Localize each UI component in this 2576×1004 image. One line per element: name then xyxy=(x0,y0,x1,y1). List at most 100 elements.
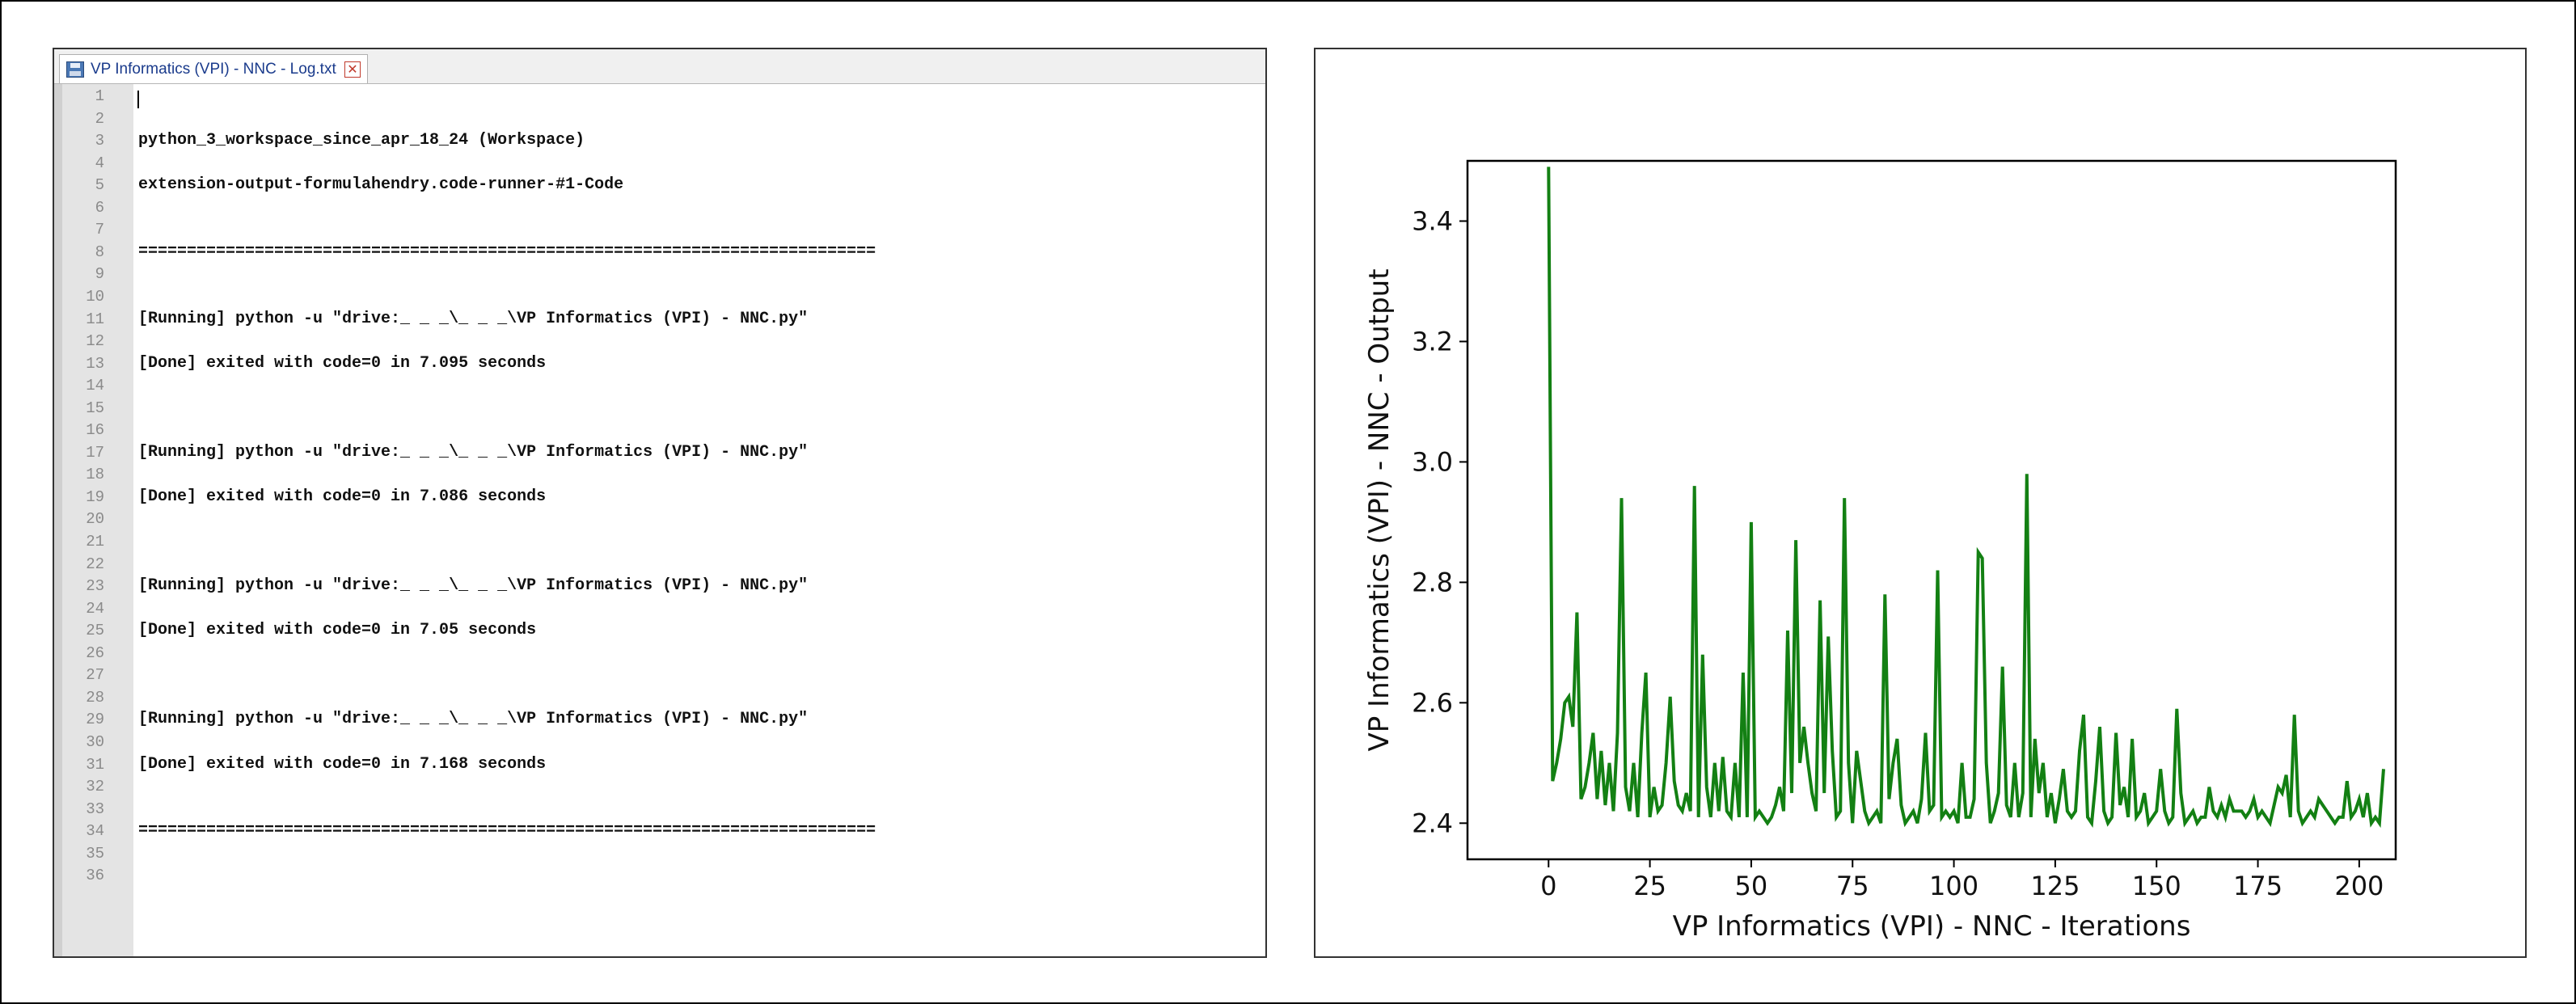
tab-bar: VP Informatics (VPI) - NNC - Log.txt ✕ xyxy=(54,49,1265,84)
line-number: 25 xyxy=(86,622,104,640)
line-text: [Done] exited with code=0 in 7.095 secon… xyxy=(138,353,547,373)
line-number: 5 xyxy=(95,176,104,195)
line-number: 23 xyxy=(86,577,104,596)
editor-line[interactable]: 6 xyxy=(54,196,1265,218)
editor-line[interactable]: 14 xyxy=(54,374,1265,396)
line-number: 17 xyxy=(86,443,104,462)
line-text: [Running] python -u "drive:_ _ _\_ _ _\V… xyxy=(138,710,809,729)
line-text: [Running] python -u "drive:_ _ _\_ _ _\V… xyxy=(138,576,809,596)
tab-title: VP Informatics (VPI) - NNC - Log.txt xyxy=(91,61,336,78)
x-tick-label: 0 xyxy=(1540,871,1556,901)
editor-line[interactable]: 26 xyxy=(54,642,1265,664)
line-number: 18 xyxy=(86,466,104,484)
editor-line[interactable]: 16 xyxy=(54,419,1265,441)
close-tab-icon[interactable]: ✕ xyxy=(344,61,361,78)
editor-line[interactable]: 2 xyxy=(54,108,1265,129)
editor-line[interactable]: 30 xyxy=(54,731,1265,753)
editor-line[interactable]: 3 python_3_workspace_since_apr_18_24 (Wor… xyxy=(54,129,1265,151)
editor-line[interactable]: 33 xyxy=(54,798,1265,820)
line-number: 3 xyxy=(95,132,104,150)
x-tick-label: 75 xyxy=(1836,871,1869,901)
y-tick-label: 3.0 xyxy=(1412,446,1453,477)
line-number: 1 xyxy=(95,87,104,105)
line-text: [Done] exited with code=0 in 7.086 secon… xyxy=(138,487,547,506)
x-tick-label: 150 xyxy=(2132,871,2181,901)
line-number: 15 xyxy=(86,399,104,417)
line-text: [Running] python -u "drive:_ _ _\_ _ _\V… xyxy=(138,442,809,462)
text-editor-panel: VP Informatics (VPI) - NNC - Log.txt ✕ 1… xyxy=(53,48,1267,958)
editor-line[interactable]: 10 xyxy=(54,285,1265,307)
save-disk-icon xyxy=(66,61,84,78)
editor-line[interactable]: 11 [Running] python -u "drive:_ _ _\_ _ _… xyxy=(54,308,1265,330)
line-number: 34 xyxy=(86,822,104,841)
chart-panel: 0 25 50 75 100 125 150 175 200 2.4 2.6 2.8 3.0 3.2 3.4… xyxy=(1314,48,2527,958)
text-caret xyxy=(137,91,139,108)
y-tick-label: 3.4 xyxy=(1412,205,1453,236)
line-number: 32 xyxy=(86,778,104,796)
editor-line[interactable]: 19 [Done] exited with code=0 in 7.086 sec… xyxy=(54,486,1265,508)
line-number: 11 xyxy=(86,310,104,328)
line-number: 2 xyxy=(95,109,104,128)
line-number: 24 xyxy=(86,599,104,618)
line-number: 20 xyxy=(86,510,104,529)
editor-line[interactable]: 9 xyxy=(54,263,1265,285)
editor-line[interactable]: 4 xyxy=(54,152,1265,174)
x-axis-title: VP Informatics (VPI) - NNC - Iterations xyxy=(1673,910,2191,943)
y-tick-label: 2.6 xyxy=(1412,687,1453,718)
editor-line[interactable]: 25 [Done] exited with code=0 in 7.05 seco… xyxy=(54,619,1265,641)
editor-line[interactable]: 32 xyxy=(54,775,1265,797)
line-number-gutter xyxy=(54,84,133,956)
plot-area-frame xyxy=(1466,159,2397,861)
y-tick-label: 2.4 xyxy=(1412,808,1453,838)
line-number: 36 xyxy=(86,867,104,885)
line-text: [Done] exited with code=0 in 7.168 secon… xyxy=(138,754,547,774)
editor-line[interactable]: 21 xyxy=(54,530,1265,552)
line-number: 19 xyxy=(86,487,104,506)
x-tick-label: 50 xyxy=(1735,871,1768,901)
line-text: extension-output-formulahendry.code-runn… xyxy=(138,175,624,195)
editor-line[interactable]: 18 xyxy=(54,463,1265,485)
editor-line[interactable]: 1 xyxy=(54,85,1265,107)
line-number: 13 xyxy=(86,354,104,373)
editor-line[interactable]: 29 [Running] python -u "drive:_ _ _\_ _ _… xyxy=(54,708,1265,730)
gutter-margin xyxy=(54,84,62,956)
line-text: ========================================… xyxy=(138,242,876,261)
line-number: 7 xyxy=(95,221,104,239)
x-tick-label: 25 xyxy=(1633,871,1666,901)
line-number: 31 xyxy=(86,755,104,774)
editor-line[interactable]: 23 [Running] python -u "drive:_ _ _\_ _ _… xyxy=(54,575,1265,597)
editor-line[interactable]: 15 xyxy=(54,397,1265,419)
line-number: 21 xyxy=(86,533,104,551)
line-chart: 0 25 50 75 100 125 150 175 200 2.4 2.6 2.8 3.0 3.2 3.4… xyxy=(1363,159,2397,943)
x-tick-label: 175 xyxy=(2233,871,2283,901)
editor-line[interactable]: 34 ======================================… xyxy=(54,820,1265,842)
editor-line[interactable]: 7 xyxy=(54,218,1265,240)
line-text: ========================================… xyxy=(138,821,876,841)
editor-line[interactable]: 36 xyxy=(54,864,1265,886)
editor-line[interactable]: 13 [Done] exited with code=0 in 7.095 sec… xyxy=(54,352,1265,374)
line-number: 4 xyxy=(95,154,104,172)
line-text: python_3_workspace_since_apr_18_24 (Work… xyxy=(138,131,585,150)
editor-line[interactable]: 8 =======================================… xyxy=(54,241,1265,263)
editor-line[interactable]: 22 xyxy=(54,553,1265,575)
line-number: 26 xyxy=(86,643,104,662)
x-tick-label: 125 xyxy=(2030,871,2080,901)
line-number: 22 xyxy=(86,555,104,573)
editor-line[interactable]: 24 xyxy=(54,597,1265,619)
tab-log-file[interactable]: VP Informatics (VPI) - NNC - Log.txt ✕ xyxy=(59,54,368,83)
line-number: 12 xyxy=(86,332,104,351)
x-tick-label: 100 xyxy=(1929,871,1978,901)
y-tick-label: 2.8 xyxy=(1412,567,1453,597)
editor-line[interactable]: 5 extension-output-formulahendry.code-run… xyxy=(54,174,1265,196)
editor-line[interactable]: 20 xyxy=(54,508,1265,529)
editor-line[interactable]: 17 [Running] python -u "drive:_ _ _\_ _ _… xyxy=(54,441,1265,463)
line-number: 28 xyxy=(86,688,104,707)
editor-line[interactable]: 31 [Done] exited with code=0 in 7.168 sec… xyxy=(54,753,1265,775)
editor-line[interactable]: 28 xyxy=(54,686,1265,708)
editor-line[interactable]: 35 xyxy=(54,842,1265,864)
line-number: 29 xyxy=(86,711,104,729)
editor-line[interactable]: 12 xyxy=(54,330,1265,352)
line-number: 6 xyxy=(95,198,104,217)
editor-line[interactable]: 27 xyxy=(54,664,1265,686)
line-number: 35 xyxy=(86,844,104,863)
